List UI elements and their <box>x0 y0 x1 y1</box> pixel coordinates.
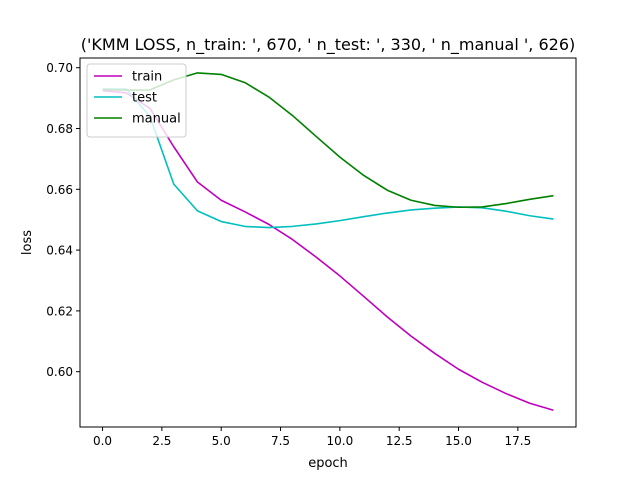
x-tick-label: 7.5 <box>271 434 290 448</box>
y-axis-label: loss <box>20 230 35 255</box>
x-tick-label: 2.5 <box>152 434 171 448</box>
legend-label-manual: manual <box>132 112 181 127</box>
legend: train test manual <box>86 63 187 138</box>
x-tick-label: 12.5 <box>386 434 413 448</box>
series-line-train <box>102 89 554 412</box>
chart-title: ('KMM LOSS, n_train: ', 670, ' n_test: '… <box>81 35 575 55</box>
y-tick-label: 0.66 <box>46 183 73 197</box>
y-tick-label: 0.68 <box>46 122 73 136</box>
x-axis-label: epoch <box>308 456 348 471</box>
y-tick-label: 0.64 <box>46 244 73 258</box>
x-tick-label: 10.0 <box>327 434 354 448</box>
x-tick-label: 0.0 <box>93 434 112 448</box>
legend-label-test: test <box>132 91 157 106</box>
y-tick-label: 0.60 <box>46 365 73 379</box>
x-tick-label: 15.0 <box>445 434 472 448</box>
y-tick-label: 0.70 <box>46 61 73 75</box>
x-tick-label: 5.0 <box>212 434 231 448</box>
y-tick-label: 0.62 <box>46 304 73 318</box>
x-tick-label: 17.5 <box>504 434 531 448</box>
plot-frame <box>79 57 577 428</box>
x-axis-ticks: 0.0 2.5 5.0 7.5 10.0 12.5 15.0 17.5 <box>93 427 531 448</box>
y-axis-ticks: 0.60 0.62 0.64 0.66 0.68 0.70 <box>46 61 80 379</box>
legend-label-train: train <box>132 70 162 85</box>
